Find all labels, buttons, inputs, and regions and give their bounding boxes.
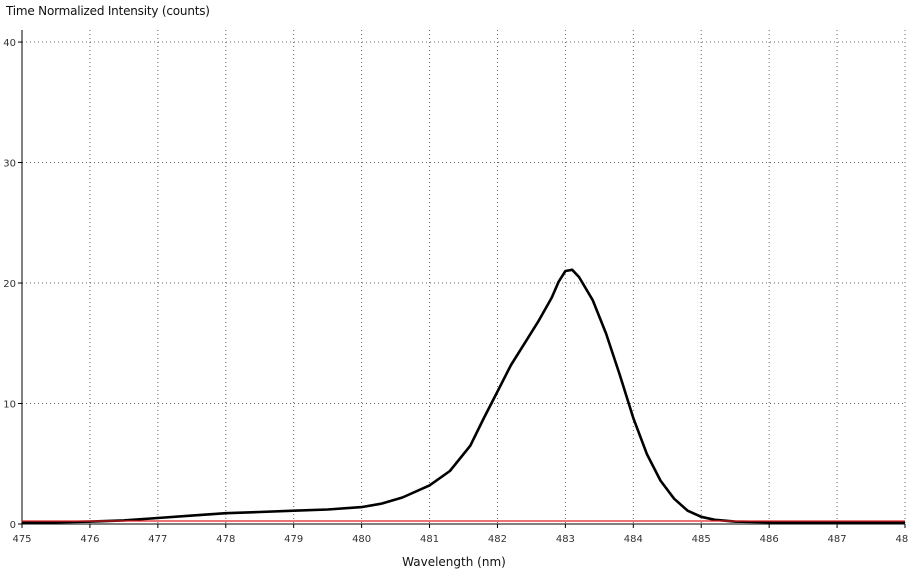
y-tick-label: 20 bbox=[3, 279, 16, 290]
x-tick-label: 475 bbox=[12, 534, 31, 545]
x-tick-label: 483 bbox=[556, 534, 575, 545]
x-tick-label: 477 bbox=[148, 534, 167, 545]
y-tick-label: 0 bbox=[10, 520, 16, 531]
x-tick-label: 480 bbox=[352, 534, 371, 545]
y-tick-label: 30 bbox=[3, 159, 16, 170]
y-tick-label: 10 bbox=[3, 400, 16, 411]
x-tick-label: 481 bbox=[420, 534, 439, 545]
x-axis-label: Wavelength (nm) bbox=[402, 555, 506, 569]
x-tick-label: 478 bbox=[216, 534, 235, 545]
series-line-1 bbox=[21, 268, 905, 525]
x-tick-label: 476 bbox=[80, 534, 99, 545]
x-tick-label: 485 bbox=[692, 534, 711, 545]
y-axis-label: Time Normalized Intensity (counts) bbox=[6, 4, 210, 18]
x-tick-label: 479 bbox=[284, 534, 303, 545]
x-tick-label: 486 bbox=[760, 534, 779, 545]
x-tick-label: 482 bbox=[488, 534, 507, 545]
x-tick-label: 484 bbox=[624, 534, 643, 545]
x-tick-label: 487 bbox=[828, 534, 847, 545]
x-tick-label: 488 bbox=[895, 534, 908, 545]
y-tick-label: 40 bbox=[3, 38, 16, 49]
